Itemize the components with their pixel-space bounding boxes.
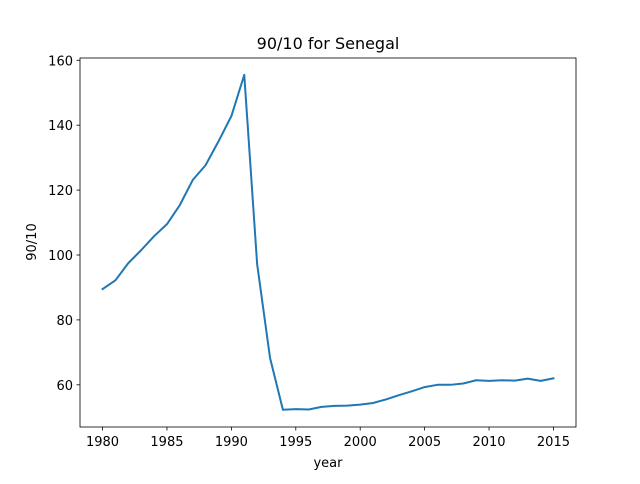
y-tick-label: 120 [48,184,73,199]
x-tick-label: 2005 [408,435,441,450]
y-tick-label: 60 [56,379,73,394]
y-tick-label: 80 [56,314,73,329]
x-tick-label: 1980 [86,435,119,450]
y-tick-label: 160 [48,54,73,69]
y-tick-label: 140 [48,119,73,134]
y-axis-label: 90/10 [25,223,40,260]
data-line [101,73,555,411]
y-tick-label: 100 [48,249,73,264]
x-tick-label: 2000 [344,435,377,450]
chart-title: 90/10 for Senegal [257,34,400,53]
x-tick-label: 1995 [279,435,312,450]
x-axis-label: year [313,456,343,471]
x-tick-label: 2015 [537,435,570,450]
plot-frame [79,57,577,428]
x-tick-label: 1990 [215,435,248,450]
x-tick-label: 1985 [150,435,183,450]
x-tick-label: 2010 [472,435,505,450]
